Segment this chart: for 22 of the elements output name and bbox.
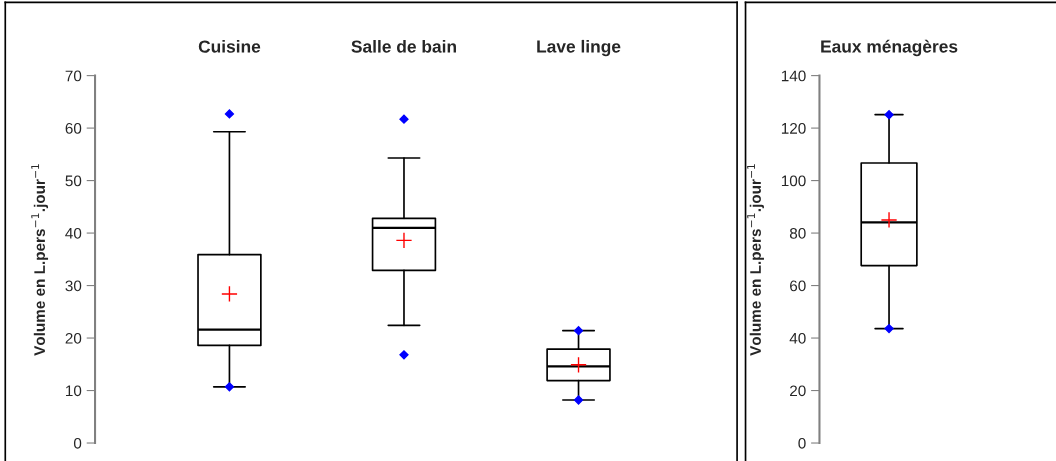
y-tick-label: 0 (798, 437, 806, 449)
y-tick-label: 60 (790, 280, 806, 292)
x-tick-label: Eaux ménagères (821, 39, 958, 57)
x-tick-label: Salle de bain (351, 39, 456, 53)
y-tick-label: 50 (65, 175, 82, 187)
y-tick-label: 60 (65, 122, 82, 134)
y-tick-label: 40 (789, 332, 806, 344)
y-tick-label: 0 (73, 437, 82, 449)
y-tick-label: 80 (789, 227, 806, 239)
y-tick-label: 30 (65, 280, 82, 292)
y-tick-label: 20 (65, 332, 82, 344)
y-tick-label: 120 (781, 122, 806, 134)
y-tick-label: 140 (781, 70, 806, 82)
y-axis-title: Volume en L.pers$^{−1}$.jour$^{−1}$ (747, 164, 764, 356)
x-tick-label: Lave linge (537, 39, 621, 57)
y-tick-label: 100 (781, 175, 806, 187)
y-axis-title: Volume en L.pers$^{−1}$.jour$^{−1}$ (31, 164, 49, 356)
y-tick-label: 10 (66, 385, 82, 397)
y-tick-label: 40 (65, 227, 82, 239)
y-tick-label: 70 (65, 70, 82, 82)
x-tick-label: Cuisine (198, 39, 261, 53)
y-tick-label: 20 (790, 385, 806, 397)
